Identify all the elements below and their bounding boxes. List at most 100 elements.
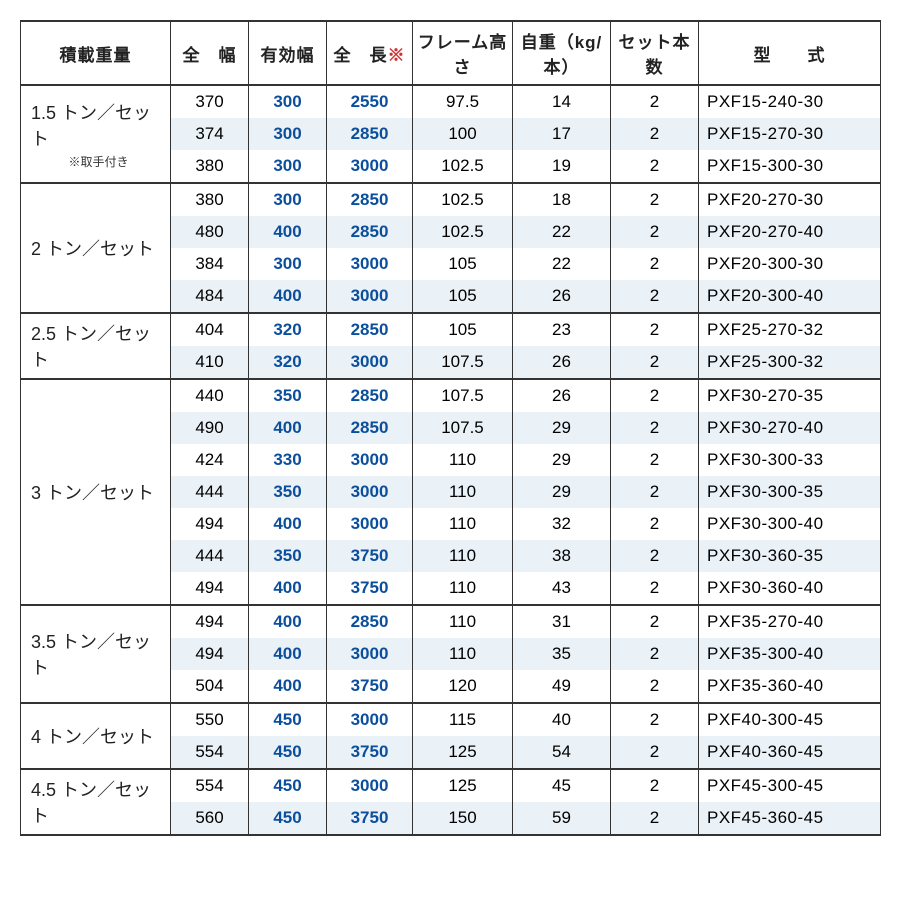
header-fh: フレーム高さ	[413, 21, 513, 85]
cell-model: PXF45-360-45	[699, 802, 881, 835]
cell-model: PXF30-300-35	[699, 476, 881, 508]
cell-model: PXF20-270-30	[699, 183, 881, 216]
cell-fh: 115	[413, 703, 513, 736]
cell-cnt: 2	[611, 769, 699, 802]
asterisk-icon: ※	[388, 46, 406, 65]
cell-cnt: 2	[611, 183, 699, 216]
cell-w2: 400	[249, 412, 327, 444]
cell-fh: 110	[413, 540, 513, 572]
cell-w1: 440	[171, 379, 249, 412]
cell-w1: 494	[171, 605, 249, 638]
cell-fh: 100	[413, 118, 513, 150]
cell-cnt: 2	[611, 379, 699, 412]
cell-model: PXF30-270-40	[699, 412, 881, 444]
cell-w1: 374	[171, 118, 249, 150]
cell-wt: 59	[513, 802, 611, 835]
cell-fh: 110	[413, 605, 513, 638]
cell-model: PXF15-270-30	[699, 118, 881, 150]
cell-w2: 400	[249, 572, 327, 605]
cell-fh: 125	[413, 769, 513, 802]
cell-len: 3000	[327, 150, 413, 183]
cell-cnt: 2	[611, 540, 699, 572]
cell-w1: 550	[171, 703, 249, 736]
cell-wt: 40	[513, 703, 611, 736]
cell-w1: 484	[171, 280, 249, 313]
cell-w1: 494	[171, 572, 249, 605]
cell-model: PXF30-300-40	[699, 508, 881, 540]
cell-wt: 38	[513, 540, 611, 572]
cell-wt: 22	[513, 216, 611, 248]
cell-w2: 300	[249, 248, 327, 280]
cell-len: 3000	[327, 508, 413, 540]
cell-cnt: 2	[611, 802, 699, 835]
cell-len: 2550	[327, 85, 413, 118]
header-len: 全 長※	[327, 21, 413, 85]
cell-len: 2850	[327, 313, 413, 346]
cell-wt: 26	[513, 379, 611, 412]
cell-fh: 110	[413, 572, 513, 605]
table-row: 3 トン／セット4403502850107.5262PXF30-270-35	[21, 379, 881, 412]
cell-cnt: 2	[611, 216, 699, 248]
table-header: 積載重量全 幅有効幅全 長※フレーム高さ自重（kg/本）セット本数型 式	[21, 21, 881, 85]
cell-w2: 400	[249, 638, 327, 670]
cell-wt: 35	[513, 638, 611, 670]
cell-fh: 107.5	[413, 412, 513, 444]
table-row: 1.5 トン／セット※取手付き370300255097.5142PXF15-24…	[21, 85, 881, 118]
cell-model: PXF35-360-40	[699, 670, 881, 703]
cell-w2: 350	[249, 379, 327, 412]
table-row: 2 トン／セット3803002850102.5182PXF20-270-30	[21, 183, 881, 216]
spec-table: 積載重量全 幅有効幅全 長※フレーム高さ自重（kg/本）セット本数型 式 1.5…	[20, 20, 881, 836]
cell-w1: 554	[171, 769, 249, 802]
cell-w2: 300	[249, 118, 327, 150]
cell-model: PXF40-300-45	[699, 703, 881, 736]
cell-w1: 480	[171, 216, 249, 248]
cell-w1: 560	[171, 802, 249, 835]
cell-model: PXF25-300-32	[699, 346, 881, 379]
cell-wt: 18	[513, 183, 611, 216]
cell-w1: 504	[171, 670, 249, 703]
cell-fh: 102.5	[413, 150, 513, 183]
cell-fh: 125	[413, 736, 513, 769]
cell-len: 2850	[327, 605, 413, 638]
cell-wt: 54	[513, 736, 611, 769]
header-load: 積載重量	[21, 21, 171, 85]
cell-w1: 494	[171, 638, 249, 670]
cell-w2: 350	[249, 476, 327, 508]
cell-cnt: 2	[611, 248, 699, 280]
cell-wt: 32	[513, 508, 611, 540]
cell-len: 3750	[327, 802, 413, 835]
cell-w2: 400	[249, 670, 327, 703]
cell-w2: 330	[249, 444, 327, 476]
cell-len: 3750	[327, 540, 413, 572]
cell-fh: 150	[413, 802, 513, 835]
cell-wt: 29	[513, 412, 611, 444]
table-row: 4.5 トン／セット5544503000125452PXF45-300-45	[21, 769, 881, 802]
cell-len: 2850	[327, 412, 413, 444]
cell-len: 3750	[327, 670, 413, 703]
cell-w1: 554	[171, 736, 249, 769]
cell-len: 2850	[327, 216, 413, 248]
group-label: 3 トン／セット	[21, 379, 171, 605]
group-label: 2.5 トン／セット	[21, 313, 171, 379]
cell-len: 3000	[327, 638, 413, 670]
cell-wt: 22	[513, 248, 611, 280]
cell-cnt: 2	[611, 280, 699, 313]
cell-w2: 450	[249, 736, 327, 769]
cell-model: PXF35-270-40	[699, 605, 881, 638]
cell-cnt: 2	[611, 605, 699, 638]
cell-w1: 444	[171, 476, 249, 508]
cell-w2: 400	[249, 508, 327, 540]
cell-cnt: 2	[611, 346, 699, 379]
cell-w1: 410	[171, 346, 249, 379]
cell-cnt: 2	[611, 508, 699, 540]
cell-fh: 105	[413, 313, 513, 346]
header-w2: 有効幅	[249, 21, 327, 85]
cell-w1: 494	[171, 508, 249, 540]
cell-model: PXF35-300-40	[699, 638, 881, 670]
group-label: 1.5 トン／セット※取手付き	[21, 85, 171, 183]
cell-wt: 31	[513, 605, 611, 638]
cell-w1: 384	[171, 248, 249, 280]
cell-model: PXF30-270-35	[699, 379, 881, 412]
cell-fh: 105	[413, 280, 513, 313]
cell-w2: 320	[249, 346, 327, 379]
